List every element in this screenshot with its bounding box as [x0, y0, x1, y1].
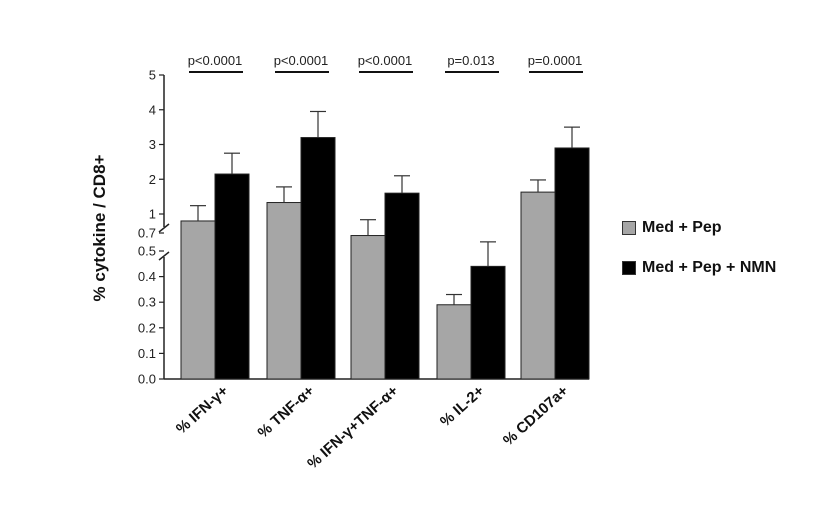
p-value-label: p<0.0001	[358, 53, 413, 68]
bar-med-pep-nmn	[470, 265, 506, 380]
y-axis-break-mark-upper	[158, 223, 170, 233]
y-tick-label: 3	[149, 137, 156, 152]
bar-med-pep-nmn	[214, 173, 250, 380]
x-category-label: % IFN-γ+	[173, 382, 232, 437]
bar-med-pep-nmn	[300, 137, 336, 380]
y-tick-label: 2	[149, 172, 156, 187]
y-tick-label: 0.2	[138, 320, 156, 335]
y-tick-label: 0.3	[138, 295, 156, 310]
bar-med-pep-nmn	[554, 147, 590, 380]
y-axis-title: % cytokine / CD8+	[90, 154, 109, 301]
bar-med-pep	[436, 304, 472, 380]
y-tick-label: 5	[149, 68, 156, 83]
p-value-label: p<0.0001	[274, 53, 329, 68]
legend-item-med-pep-nmn: Med + Pep + NMN	[622, 248, 776, 288]
y-tick-label: 0.0	[138, 372, 156, 387]
y-tick-label: 4	[149, 102, 156, 117]
p-value-label: p<0.0001	[188, 53, 243, 68]
y-tick-label: 0.7	[138, 226, 156, 241]
x-category-label: % IFN-γ+TNF-α+	[304, 382, 402, 472]
legend-label-med-pep-nmn: Med + Pep + NMN	[642, 259, 777, 276]
x-category-label: % CD107a+	[500, 382, 572, 449]
y-axis-break-mark-lower	[158, 251, 170, 261]
legend-swatch-med-pep	[622, 221, 636, 235]
y-tick-label: 0.4	[138, 269, 156, 284]
legend: Med + Pep Med + Pep + NMN	[622, 208, 776, 288]
p-value-label: p=0.0001	[528, 53, 583, 68]
legend-swatch-med-pep-nmn	[622, 261, 636, 275]
legend-item-med-pep: Med + Pep	[622, 208, 776, 248]
legend-label-med-pep: Med + Pep	[642, 219, 722, 236]
bar-med-pep-nmn	[384, 192, 420, 380]
y-tick-label: 0.1	[138, 346, 156, 361]
bar-med-pep	[266, 202, 302, 380]
bar-med-pep	[350, 235, 386, 380]
x-category-label: % IL-2+	[437, 382, 488, 430]
y-tick-label: 1	[149, 207, 156, 222]
x-category-label: % TNF-α+	[255, 382, 318, 441]
p-value-label: p=0.013	[447, 53, 494, 68]
y-tick-label: 0.5	[138, 244, 156, 259]
bar-med-pep	[520, 191, 556, 380]
bar-med-pep	[180, 220, 216, 380]
